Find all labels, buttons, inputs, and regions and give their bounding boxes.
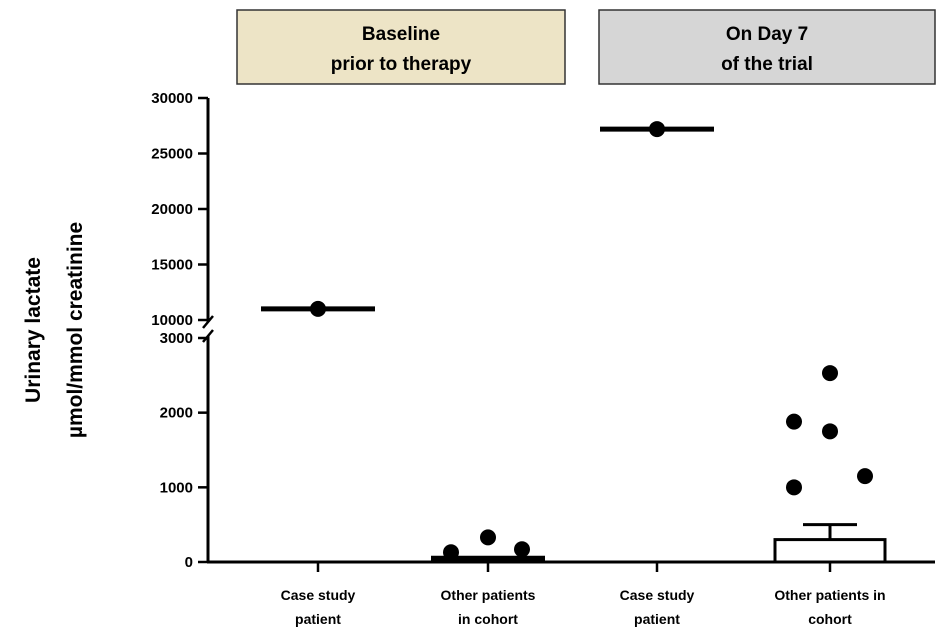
data-point [786,479,802,496]
x-tick-label: patient [295,611,341,627]
panel-headers: Baseline prior to therapy On Day 7 of the t… [236,9,936,85]
x-tick-label: cohort [808,611,852,627]
data-point [786,413,802,430]
y-tick-label: 2000 [160,405,193,422]
data-point [857,468,873,485]
axis-break-mark [202,329,214,343]
mean-bar [773,538,887,564]
data-point [310,300,326,317]
data-point [480,529,496,546]
y-tick-label: 3000 [160,330,193,347]
data-point [822,423,838,440]
panel-box [236,9,566,85]
data-point [649,121,665,138]
y-tick-label: 30000 [151,90,193,107]
x-tick-label: Other patients in [774,587,885,603]
y-tick-label: 10000 [151,312,193,329]
panel-label: Baseline [362,24,440,45]
x-tick-label: in cohort [458,611,518,627]
axis-break-mark [202,315,214,329]
x-tick-label: Case study [281,587,356,603]
y-tick-label: 20000 [151,201,193,218]
y-tick-label: 15000 [151,257,193,274]
y-tick-label: 0 [185,554,193,571]
panel-label: On Day 7 [726,24,808,45]
y-tick-label: 25000 [151,146,193,163]
x-tick-label: Other patients [441,587,536,603]
y-tick-label: 1000 [160,479,193,496]
x-tick-label: patient [634,611,680,627]
x-tick-label: Case study [620,587,695,603]
axis-labels: 10000 15000 20000 25000 30000 0 1000 2000 3000 Ca… [22,90,886,627]
panel-label: of the trial [721,54,813,75]
data-point [514,541,530,558]
panel-box [598,9,936,85]
axes [198,96,935,572]
y-axis-title: µmol/mmol creatinine [64,222,87,438]
data-point [443,544,459,561]
data-marks [261,121,887,564]
data-point [822,365,838,382]
panel-label: prior to therapy [331,54,472,75]
y-axis-title: Urinary lactate [22,257,45,403]
